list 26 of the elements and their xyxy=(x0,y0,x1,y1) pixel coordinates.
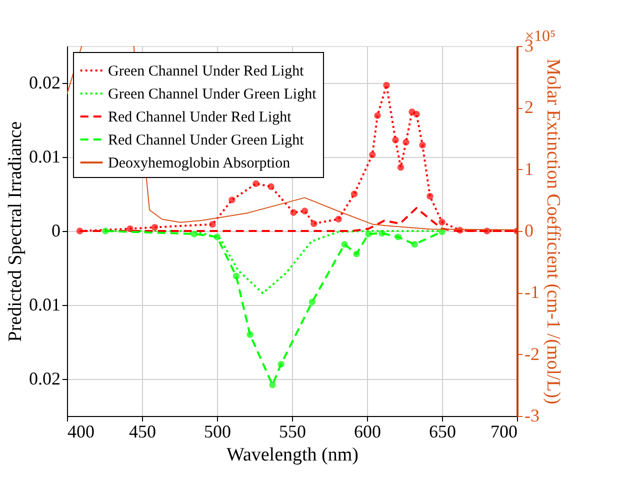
y2-tick-label: -2 xyxy=(524,344,540,364)
y2-tick-label: 0 xyxy=(524,220,534,240)
legend-label: Green Channel Under Green Light xyxy=(108,86,318,102)
x-tick-label: 650 xyxy=(429,422,456,442)
y2-tick-label: 1 xyxy=(524,158,534,179)
x-tick-label: 500 xyxy=(204,422,231,442)
legend-label: Green Channel Under Red Light xyxy=(108,64,305,80)
legend-label: Deoxyhemoglobin Absorption xyxy=(108,156,291,172)
y-tick-label: 0 xyxy=(52,220,60,240)
y2-tick-label: 2 xyxy=(524,97,534,118)
y2-axis-title: Molar Extinction Coefficient (cm-1 /(mol/L)) xyxy=(542,58,564,404)
y-tick-label: 0.01 xyxy=(29,146,60,166)
y-tick-label: 0.02 xyxy=(29,368,60,388)
x-tick-label: 550 xyxy=(279,422,306,442)
legend-label: Red Channel Under Green Light xyxy=(108,132,305,148)
legend-label: Red Channel Under Red Light xyxy=(108,110,292,126)
y-axis-title: Predicted Spectral Irradiance xyxy=(5,121,26,342)
x-tick-label: 700 xyxy=(490,422,518,442)
x-tick-label: 600 xyxy=(354,422,381,442)
x-tick-label: 450 xyxy=(129,422,156,442)
x-tick-label: 400 xyxy=(68,422,94,442)
y-tick-label: 0.01 xyxy=(29,294,60,314)
y2-tick-label: -3 xyxy=(524,406,540,426)
y-tick-label: 0.02 xyxy=(29,72,60,92)
x-axis-title: Wavelength (nm) xyxy=(226,444,358,466)
y2-tick-label: -1 xyxy=(524,282,540,302)
